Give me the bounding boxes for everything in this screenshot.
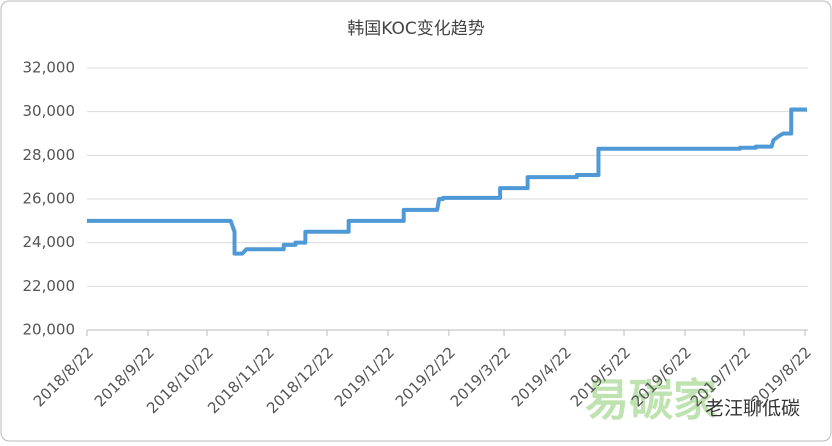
y-tick-label: 26,000 (23, 190, 76, 208)
y-tick-label: 28,000 (23, 146, 76, 164)
y-tick-label: 22,000 (23, 277, 76, 295)
y-tick-label: 32,000 (23, 59, 76, 77)
chart-title: 韩国KOC变化趋势 (347, 19, 484, 39)
series-line (87, 107, 807, 256)
y-tick-label: 20,000 (23, 321, 76, 339)
watermark-logo: 易碳家 (585, 375, 717, 426)
watermark-text: 老汪聊低碳 (705, 398, 800, 420)
y-tick-label: 30,000 (23, 102, 76, 120)
y-tick-label: 24,000 (23, 233, 76, 251)
